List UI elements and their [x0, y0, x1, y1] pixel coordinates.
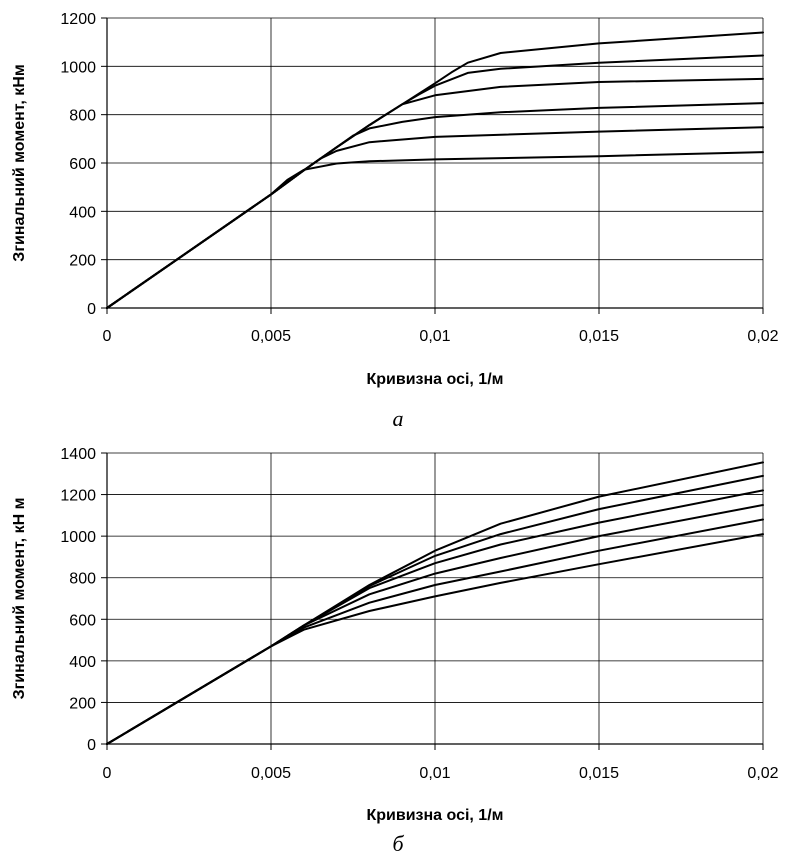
y-tick-label: 1200	[60, 488, 96, 505]
series-line-6	[106, 461, 764, 745]
y-tick-label: 400	[69, 654, 96, 671]
x-tick-label: 0,005	[251, 328, 291, 345]
x-tick-label: 0	[103, 328, 112, 345]
y-tick-label: 0	[87, 301, 96, 318]
x-axis-label: Кривизна осі, 1/м	[367, 371, 504, 388]
y-tick-label: 0	[87, 737, 96, 754]
y-tick-label: 800	[69, 108, 96, 125]
x-tick-label: 0,015	[579, 328, 619, 345]
x-tick-label: 0,01	[419, 328, 450, 345]
series-line-6	[106, 31, 764, 309]
panel-caption: б	[392, 831, 404, 856]
y-tick-label: 600	[69, 612, 96, 629]
panel-caption: а	[393, 406, 404, 431]
y-tick-label: 600	[69, 156, 96, 173]
x-tick-label: 0	[103, 765, 112, 782]
y-axis-label: Згинальний момент, кН м	[11, 498, 28, 700]
chart-panel-2: 0 0,005 0,01 0,015 0,02 0 200 400 600 800 1000 1200…	[11, 446, 779, 856]
x-tick-label: 0,01	[419, 765, 450, 782]
x-tick-label: 0,02	[747, 328, 778, 345]
y-tick-label: 1200	[60, 11, 96, 28]
y-axis-label: Згинальний момент, кНм	[11, 64, 28, 261]
y-tick-label: 400	[69, 204, 96, 221]
x-tick-label: 0,02	[747, 765, 778, 782]
y-tick-label: 1400	[60, 446, 96, 463]
chart-panel-1: 0 0,005 0,01 0,015 0,02 0 200 400 600 800 1000 1200…	[11, 11, 779, 431]
y-tick-label: 200	[69, 695, 96, 712]
y-tick-label: 1000	[60, 529, 96, 546]
y-tick-label: 800	[69, 571, 96, 588]
x-tick-label: 0,005	[251, 765, 291, 782]
y-tick-label: 1000	[60, 59, 96, 76]
x-axis-label: Кривизна осі, 1/м	[367, 807, 504, 824]
x-tick-label: 0,015	[579, 765, 619, 782]
y-tick-label: 200	[69, 253, 96, 270]
